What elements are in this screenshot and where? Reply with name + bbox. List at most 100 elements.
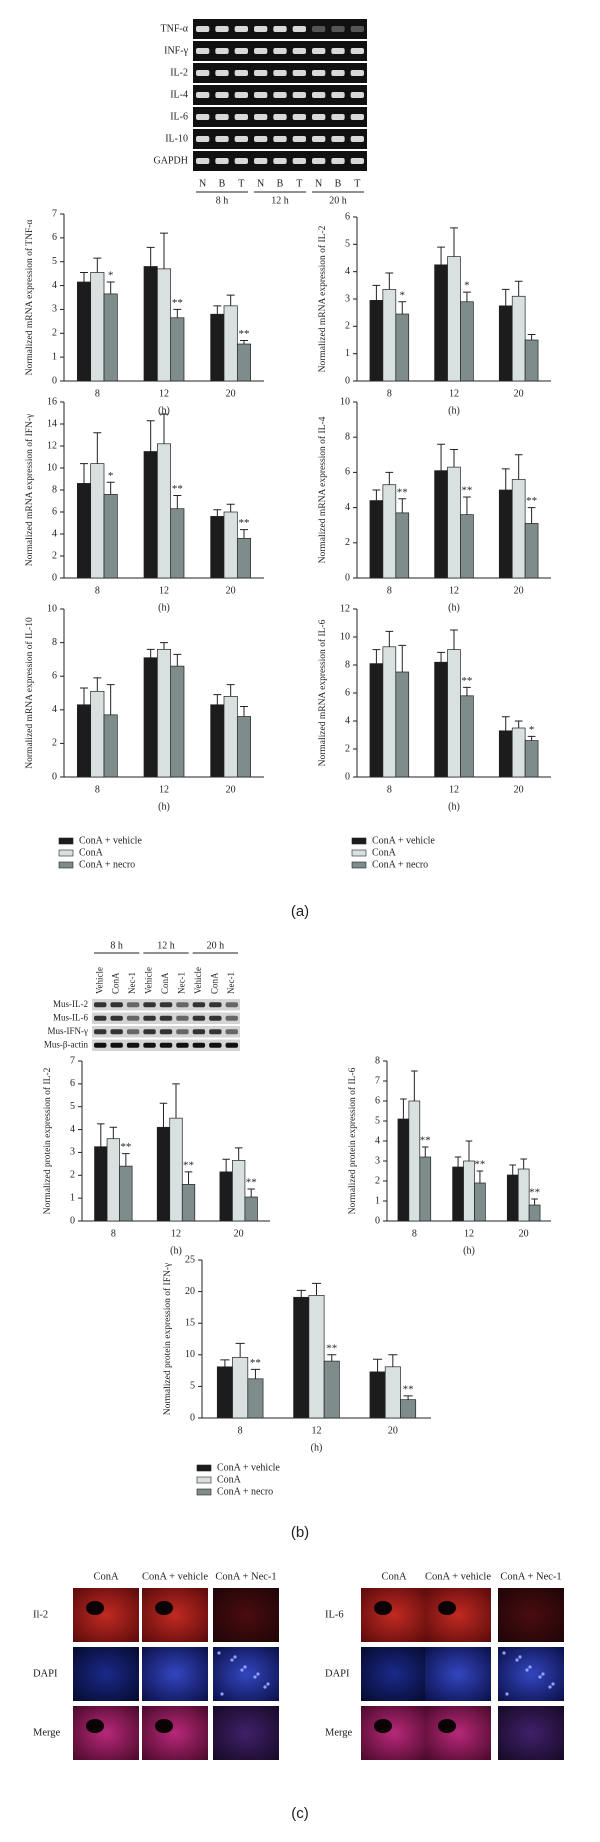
lane-label: T — [296, 178, 302, 189]
blot-band — [126, 1015, 140, 1021]
gel-band — [273, 136, 287, 142]
error-bar — [421, 1146, 429, 1157]
bar — [90, 690, 105, 778]
y-tick-label: 10 — [47, 462, 57, 473]
y-axis-label: Normalized mRNA expression of IL-6 — [317, 619, 328, 766]
y-tick-label: 8 — [52, 484, 57, 495]
nucleus — [528, 1665, 532, 1669]
bar — [219, 1171, 233, 1222]
error-bar — [160, 642, 168, 650]
bar — [434, 264, 448, 382]
gel-band — [331, 136, 345, 142]
gel-row-label: IL-2 — [170, 67, 188, 78]
lane-label: B — [219, 178, 226, 189]
y-tick-label: 10 — [340, 631, 350, 642]
x-tick-label: 12 — [159, 585, 169, 596]
gel-band — [234, 48, 248, 54]
error-bar — [514, 280, 523, 297]
y-tick-label: 12 — [340, 603, 350, 614]
column-header: ConA — [93, 1571, 119, 1582]
x-tick-label: 12 — [449, 388, 459, 399]
error-bar — [296, 1289, 306, 1298]
gel-band — [292, 48, 306, 54]
bar — [524, 339, 539, 382]
bar — [382, 646, 397, 778]
error-bar — [437, 651, 445, 663]
y-axis-label: Normalized mRNA expression of IL-2 — [317, 225, 328, 372]
y-tick-label: 6 — [345, 687, 350, 698]
nucleus — [525, 1668, 529, 1672]
y-tick-label: 4 — [70, 1124, 75, 1135]
gel-band — [273, 158, 287, 164]
error-bar — [388, 1354, 398, 1367]
blot-band — [225, 1029, 238, 1035]
error-bar — [398, 644, 407, 672]
lane-label: N — [257, 178, 264, 189]
bar — [119, 1165, 133, 1222]
y-tick-label: 25 — [185, 1254, 195, 1265]
blot-band — [110, 1042, 123, 1048]
lane-label: ConA — [160, 972, 170, 994]
x-axis-label: (h) — [158, 602, 170, 613]
error-bar — [240, 339, 248, 345]
y-tick-label: 2 — [345, 743, 350, 754]
lane-label: N — [199, 178, 206, 189]
gel-band — [350, 48, 364, 54]
bar — [76, 483, 92, 579]
error-bar — [222, 1158, 230, 1172]
gel-band — [350, 158, 364, 164]
vessel — [155, 1719, 173, 1733]
nucleus — [217, 1651, 221, 1655]
y-tick-label: 4 — [345, 502, 350, 513]
error-bar — [372, 489, 381, 501]
legend-label: ConA + vehicle — [217, 1462, 280, 1473]
bar — [434, 661, 448, 778]
row-label: Il-2 — [33, 1609, 48, 1620]
y-tick-label: 5 — [70, 1101, 75, 1112]
bar — [293, 1296, 310, 1419]
significance-label: * — [529, 724, 535, 736]
y-tick-label: 0 — [345, 375, 350, 386]
bar — [524, 523, 539, 579]
gel-band — [215, 70, 229, 76]
bar — [447, 649, 461, 778]
y-tick-label: 2 — [52, 328, 57, 339]
nucleus — [502, 1651, 506, 1655]
error-bar — [501, 288, 510, 306]
x-axis-label: (h) — [448, 801, 460, 812]
bar — [223, 305, 238, 382]
micrograph — [425, 1588, 491, 1642]
error-bar — [311, 1282, 322, 1296]
micrograph — [361, 1647, 427, 1701]
panel-label: (b) — [291, 1524, 309, 1541]
bar — [223, 696, 238, 778]
blot-row-label: Mus-IL-2 — [53, 999, 88, 1009]
error-bar — [398, 301, 407, 315]
gel-band — [215, 158, 229, 164]
y-tick-label: 0 — [70, 1215, 75, 1226]
error-bar — [385, 272, 394, 290]
bar — [170, 508, 185, 579]
x-tick-label: 20 — [226, 784, 236, 795]
bar — [76, 704, 92, 778]
column-header: ConA + vehicle — [425, 1571, 491, 1582]
nucleus — [266, 1682, 270, 1686]
nucleus — [240, 1668, 244, 1672]
significance-label: ** — [326, 1342, 337, 1354]
legend-label: ConA + necro — [372, 859, 428, 870]
bar — [524, 740, 539, 778]
gel-band — [312, 48, 326, 54]
bar — [384, 1366, 401, 1419]
gel-band — [215, 48, 229, 54]
bar — [210, 704, 225, 778]
error-bar — [398, 498, 407, 513]
error-bar — [327, 1354, 337, 1362]
blot-band — [110, 1029, 123, 1035]
y-tick-label: 5 — [345, 239, 350, 250]
gel-row-label: TNF-α — [161, 23, 189, 34]
error-bar — [160, 232, 168, 269]
nucleus — [243, 1665, 247, 1669]
micrograph — [425, 1647, 491, 1701]
error-bar — [220, 1359, 230, 1367]
bar — [408, 1100, 421, 1222]
